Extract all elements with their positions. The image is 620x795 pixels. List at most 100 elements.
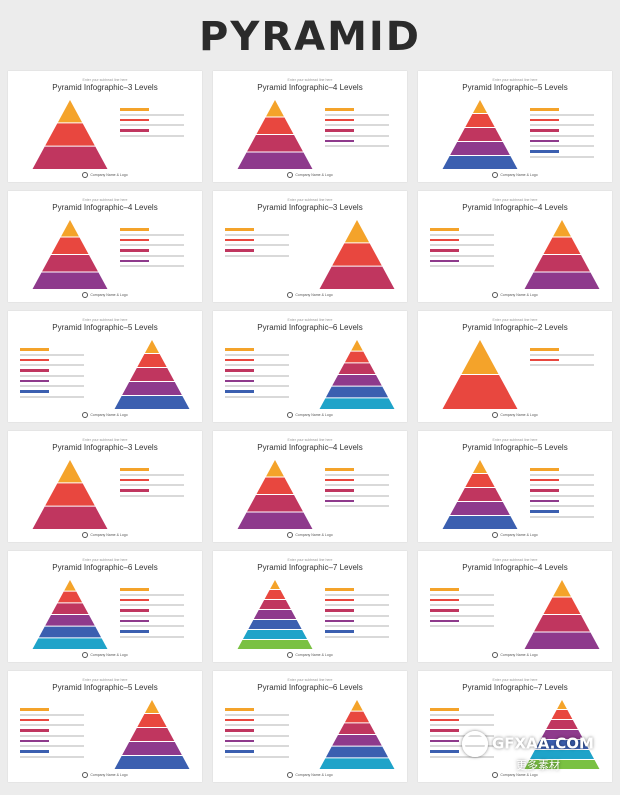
logo-circle-icon xyxy=(82,652,89,658)
text-placeholder xyxy=(120,585,184,641)
logo-circle-icon xyxy=(287,412,294,418)
pyramid-level xyxy=(57,591,83,603)
card-subtitle: Enter your subhead line here xyxy=(492,558,538,562)
pyramid-graphic xyxy=(319,220,395,289)
pyramid-level xyxy=(332,375,382,386)
card-subtitle: Enter your subhead line here xyxy=(82,198,128,202)
footer-text: Company Name & Logo xyxy=(500,412,538,417)
card-subtitle: Enter your subhead line here xyxy=(82,558,128,562)
template-card[interactable]: Enter your subhead line here Pyramid Info… xyxy=(8,71,202,182)
card-subtitle: Enter your subhead line here xyxy=(82,78,128,82)
template-card[interactable]: Enter your subhead line here Pyramid Info… xyxy=(213,671,407,782)
template-card[interactable]: Enter your subhead line here Pyramid Info… xyxy=(213,431,407,542)
pyramid-level xyxy=(114,756,190,769)
card-title: Pyramid Infographic–2 Levels xyxy=(462,323,568,332)
footer-text: Company Name & Logo xyxy=(295,532,333,537)
card-subtitle: Enter your subhead line here xyxy=(287,318,333,322)
card-footer: Company Name & Logo xyxy=(8,172,202,178)
template-card[interactable]: Enter your subhead line here Pyramid Info… xyxy=(418,71,612,182)
pyramid-level xyxy=(122,382,182,395)
logo-circle-icon xyxy=(492,292,499,298)
logo-circle-icon xyxy=(287,172,294,178)
pyramid-level xyxy=(42,255,98,272)
pyramid-level xyxy=(543,597,581,614)
template-card[interactable]: Enter your subhead line here Pyramid Info… xyxy=(418,431,612,542)
pyramid-level xyxy=(543,237,581,254)
logo-circle-icon xyxy=(82,412,89,418)
pyramid-level xyxy=(264,590,286,599)
card-title: Pyramid Infographic–3 Levels xyxy=(257,203,363,212)
logo-circle-icon xyxy=(82,172,89,178)
card-title: Pyramid Infographic–4 Levels xyxy=(257,443,363,452)
pyramid-level xyxy=(534,255,590,272)
pyramid-level xyxy=(332,243,382,266)
card-footer: Company Name & Logo xyxy=(8,292,202,298)
card-title: Pyramid Infographic–3 Levels xyxy=(52,443,158,452)
pyramid-level xyxy=(45,123,95,146)
pyramid-graphic xyxy=(237,580,313,649)
template-card[interactable]: Enter your subhead line here Pyramid Info… xyxy=(8,191,202,302)
card-title: Pyramid Infographic–7 Levels xyxy=(462,683,568,692)
pyramid-level xyxy=(553,220,571,237)
pyramid-level xyxy=(122,742,182,755)
pyramid-level xyxy=(338,723,376,734)
footer-text: Company Name & Logo xyxy=(90,172,128,177)
card-title: Pyramid Infographic–4 Levels xyxy=(257,83,363,92)
pyramid-level xyxy=(524,272,600,289)
pyramid-level xyxy=(540,730,584,739)
text-placeholder xyxy=(20,345,84,401)
pyramid-level xyxy=(137,714,167,727)
template-card[interactable]: Enter your subhead line here Pyramid Info… xyxy=(8,311,202,422)
template-card[interactable]: Enter your subhead line here Pyramid Info… xyxy=(418,191,612,302)
text-placeholder xyxy=(430,225,494,270)
pyramid-level xyxy=(319,398,395,409)
pyramid-level xyxy=(32,506,108,529)
template-card[interactable]: Enter your subhead line here Pyramid Info… xyxy=(213,191,407,302)
pyramid-level xyxy=(465,114,495,127)
template-card[interactable]: Enter your subhead line here Pyramid Info… xyxy=(418,551,612,662)
template-card[interactable]: Enter your subhead line here Pyramid Info… xyxy=(418,311,612,422)
pyramid-level xyxy=(442,516,518,529)
template-card[interactable]: Enter your subhead line here Pyramid Info… xyxy=(8,431,202,542)
template-card[interactable]: Enter your subhead line here Pyramid Info… xyxy=(418,671,612,782)
logo-circle-icon xyxy=(287,652,294,658)
pyramid-graphic xyxy=(442,100,518,169)
footer-text: Company Name & Logo xyxy=(500,652,538,657)
pyramid-graphic xyxy=(237,100,313,169)
template-card[interactable]: Enter your subhead line here Pyramid Info… xyxy=(213,311,407,422)
card-footer: Company Name & Logo xyxy=(418,412,612,418)
pyramid-graphic xyxy=(524,220,600,289)
pyramid-level xyxy=(325,746,389,758)
pyramid-graphic xyxy=(32,100,108,169)
pyramid-level xyxy=(57,100,83,123)
pyramid-graphic xyxy=(442,460,518,529)
footer-text: Company Name & Logo xyxy=(90,532,128,537)
card-subtitle: Enter your subhead line here xyxy=(287,558,333,562)
template-card[interactable]: Enter your subhead line here Pyramid Info… xyxy=(213,551,407,662)
text-placeholder xyxy=(120,105,184,140)
pyramid-graphic xyxy=(237,460,313,529)
watermark-subtext: 更多素材 xyxy=(516,760,560,772)
pyramid-level xyxy=(51,603,89,614)
card-title: Pyramid Infographic–6 Levels xyxy=(257,683,363,692)
text-placeholder xyxy=(430,585,494,630)
pyramid-level xyxy=(457,488,503,501)
template-card[interactable]: Enter your subhead line here Pyramid Info… xyxy=(8,551,202,662)
pyramid-graphic xyxy=(524,700,600,769)
pyramid-level xyxy=(114,396,190,409)
footer-text: Company Name & Logo xyxy=(295,172,333,177)
template-card[interactable]: Enter your subhead line here Pyramid Info… xyxy=(8,671,202,782)
pyramid-level xyxy=(45,615,95,626)
template-card[interactable]: Enter your subhead line here Pyramid Info… xyxy=(213,71,407,182)
pyramid-level xyxy=(144,340,160,353)
logo-circle-icon xyxy=(287,532,294,538)
pyramid-level xyxy=(465,474,495,487)
card-footer: Company Name & Logo xyxy=(8,772,202,778)
pyramid-level xyxy=(442,156,518,169)
pyramid-graphic xyxy=(524,580,600,649)
text-placeholder xyxy=(325,105,389,150)
pyramid-level xyxy=(237,640,313,649)
pyramid-level xyxy=(450,502,510,515)
text-placeholder xyxy=(20,705,84,761)
pyramid-level xyxy=(248,620,302,629)
